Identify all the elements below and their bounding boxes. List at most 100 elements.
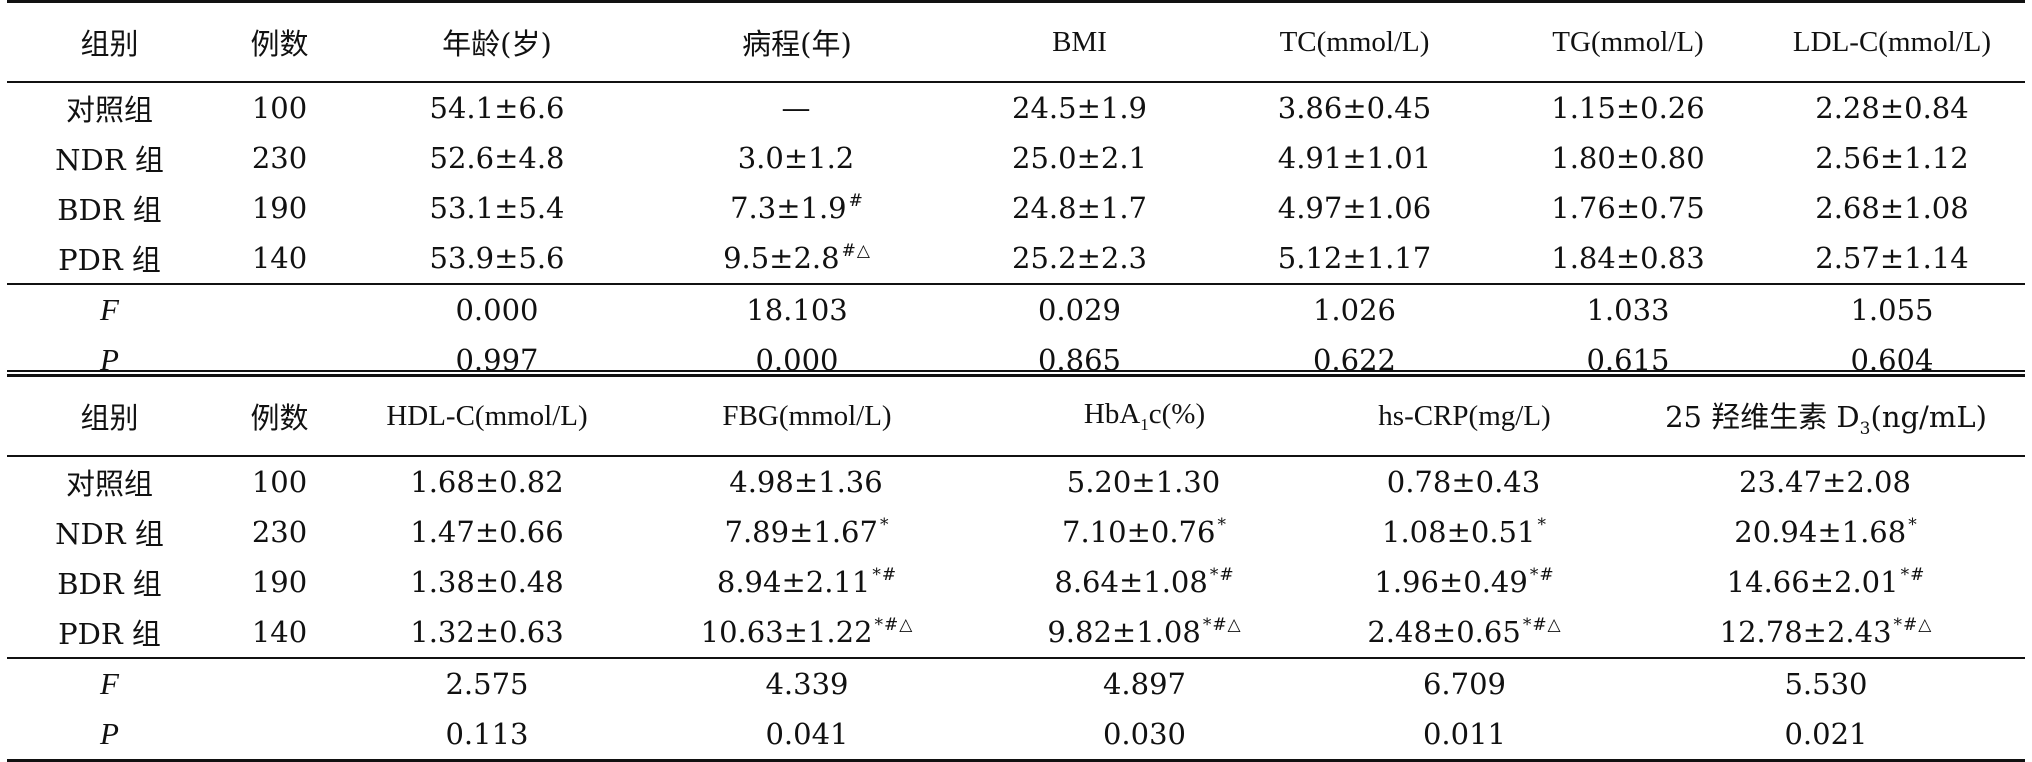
- cell-crp-significance-mark: *: [1537, 515, 1547, 535]
- cell-bmi: 24.5±1.9: [947, 82, 1212, 133]
- cell-hba1c-value: 8.64±1.08: [1054, 565, 1208, 599]
- header-hba1c: HbA1c(%): [987, 376, 1302, 457]
- cell-age: 53.1±5.4: [347, 183, 647, 233]
- cell-course: 9.5±2.8 #△: [647, 233, 947, 284]
- cell-hdl-value: 1.32±0.63: [410, 615, 564, 649]
- stat-label: F: [7, 658, 212, 709]
- cell-count: 230: [212, 507, 347, 557]
- cell-vitd: 23.47±2.08: [1627, 456, 2025, 507]
- cell-course-value: 9.5±2.8: [723, 241, 840, 275]
- cell-count-value: 100: [251, 91, 308, 125]
- stat-label: F: [7, 284, 212, 335]
- header-ldl: LDL-C(mmol/L): [1792, 25, 1992, 58]
- cell-count-value: 140: [251, 241, 308, 275]
- stat-value-value: 0.030: [1102, 717, 1187, 751]
- cell-tc: 3.86±0.45: [1212, 82, 1497, 133]
- cell-vitd-significance-mark: *: [1908, 515, 1918, 535]
- stat-value: 1.026: [1212, 284, 1497, 335]
- cell-count: 140: [212, 607, 347, 658]
- stat-value-value: 0.000: [455, 293, 539, 327]
- stat-value-value: 0.041: [765, 717, 849, 751]
- cell-hba1c: 8.64±1.08 *#: [987, 557, 1302, 607]
- table-row: NDR 组 230 52.6±4.8 3.0±1.2 25.0±2.1 4.91±1.01…: [7, 133, 2025, 183]
- header-tc: TC(mmol/L): [1279, 25, 1430, 58]
- cell-age-value: 53.1±5.4: [429, 191, 565, 225]
- cell-age: 52.6±4.8: [347, 133, 647, 183]
- stat-value: 5.530: [1627, 658, 2025, 709]
- cell-tc: 4.97±1.06: [1212, 183, 1497, 233]
- cell-hdl-value: 1.68±0.82: [410, 465, 564, 499]
- cell-crp-value: 1.96±0.49: [1374, 565, 1528, 599]
- table2-header-row: 组别 例数 HDL-C(mmol/L) FBG(mmol/L) HbA1c(%)…: [7, 376, 2025, 457]
- cell-count-value: 190: [251, 191, 308, 225]
- stat-value-value: 1.055: [1850, 293, 1934, 327]
- cell-fbg: 4.98±1.36: [627, 456, 987, 507]
- cell-group: 对照组: [7, 456, 212, 507]
- cell-crp: 1.08±0.51 *: [1302, 507, 1627, 557]
- cell-crp-value: 2.48±0.65: [1367, 615, 1521, 649]
- cell-tc: 4.91±1.01: [1212, 133, 1497, 183]
- cell-crp-value: 1.08±0.51: [1382, 515, 1536, 549]
- header-fbg: FBG(mmol/L): [722, 399, 892, 432]
- stat-value: 2.575: [347, 658, 627, 709]
- cell-vitd: 14.66±2.01 *#: [1627, 557, 2025, 607]
- stat-value: 4.897: [987, 658, 1302, 709]
- cell-count-value: 190: [251, 565, 308, 599]
- cell-vitd-value: 20.94±1.68: [1734, 515, 1907, 549]
- cell-tc-value: 3.86±0.45: [1277, 91, 1432, 125]
- cell-fbg-significance-mark: *#: [872, 565, 898, 585]
- stat-value: 4.339: [627, 658, 987, 709]
- header-hba1c-sub: 1: [1140, 414, 1149, 434]
- cell-group-value: PDR 组: [58, 243, 161, 277]
- cell-tg-value: 1.80±0.80: [1551, 141, 1705, 175]
- stat-value: 0.113: [347, 709, 627, 761]
- stat-value-value: 2.575: [445, 667, 529, 701]
- cell-bmi: 25.0±2.1: [947, 133, 1212, 183]
- header-hba1c-base: HbA: [1083, 397, 1141, 430]
- stat-value-value: 0.029: [1037, 293, 1122, 327]
- cell-hba1c-value: 5.20±1.30: [1066, 465, 1221, 499]
- cell-crp-significance-mark: *#△: [1522, 615, 1562, 635]
- cell-hdl: 1.32±0.63: [347, 607, 627, 658]
- cell-hdl-value: 1.47±0.66: [410, 515, 564, 549]
- stat-label-value: F: [100, 292, 119, 327]
- stat-value: 0.041: [627, 709, 987, 761]
- cell-crp: 1.96±0.49 *#: [1302, 557, 1627, 607]
- cell-count-value: 230: [251, 141, 308, 175]
- cell-tg: 1.80±0.80: [1497, 133, 1759, 183]
- cell-group-value: NDR 组: [55, 143, 164, 177]
- cell-ldl: 2.57±1.14: [1759, 233, 2025, 284]
- stat-row: F 0.000 18.103 0.029 1.026 1.033 1.055: [7, 284, 2025, 335]
- stat-value: 18.103: [647, 284, 947, 335]
- stat-row: P 0.113 0.041 0.030 0.011 0.021: [7, 709, 2025, 761]
- stat-label-value: F: [100, 666, 119, 701]
- cell-count-value: 100: [251, 465, 308, 499]
- cell-group-value: BDR 组: [57, 567, 162, 601]
- cell-hba1c: 9.82±1.08 *#△: [987, 607, 1302, 658]
- cell-tg: 1.15±0.26: [1497, 82, 1759, 133]
- cell-hba1c-significance-mark: *#: [1209, 565, 1235, 585]
- header-age: 年龄(岁): [442, 27, 552, 61]
- stat-value-value: 4.897: [1102, 667, 1187, 701]
- cell-crp: 0.78±0.43: [1302, 456, 1627, 507]
- cell-crp-value: 0.78±0.43: [1386, 465, 1541, 499]
- cell-hba1c: 5.20±1.30: [987, 456, 1302, 507]
- cell-fbg: 7.89±1.67 *: [627, 507, 987, 557]
- header-count: 例数: [250, 27, 309, 61]
- cell-tc-value: 5.12±1.17: [1277, 241, 1432, 275]
- table1-header-row: 组别 例数 年龄(岁) 病程(年) BMI TC(mmol/L) TG(mmol…: [7, 2, 2025, 82]
- cell-tg-value: 1.15±0.26: [1551, 91, 1705, 125]
- cell-group-value: 对照组: [65, 93, 153, 127]
- cell-bmi: 24.8±1.7: [947, 183, 1212, 233]
- header-hdl: HDL-C(mmol/L): [386, 399, 588, 432]
- cell-hdl: 1.38±0.48: [347, 557, 627, 607]
- stat-value-value: 18.103: [746, 293, 848, 327]
- cell-hdl: 1.68±0.82: [347, 456, 627, 507]
- cell-vitd-value: 12.78±2.43: [1719, 615, 1892, 649]
- empty-cell: [212, 284, 347, 335]
- header-group: 组别: [80, 27, 139, 61]
- cell-count-value: 140: [251, 615, 308, 649]
- cell-hba1c-value: 7.10±0.76: [1062, 515, 1216, 549]
- cell-bmi: 25.2±2.3: [947, 233, 1212, 284]
- header-vitd-base: 25 羟维生素 D: [1665, 399, 1860, 434]
